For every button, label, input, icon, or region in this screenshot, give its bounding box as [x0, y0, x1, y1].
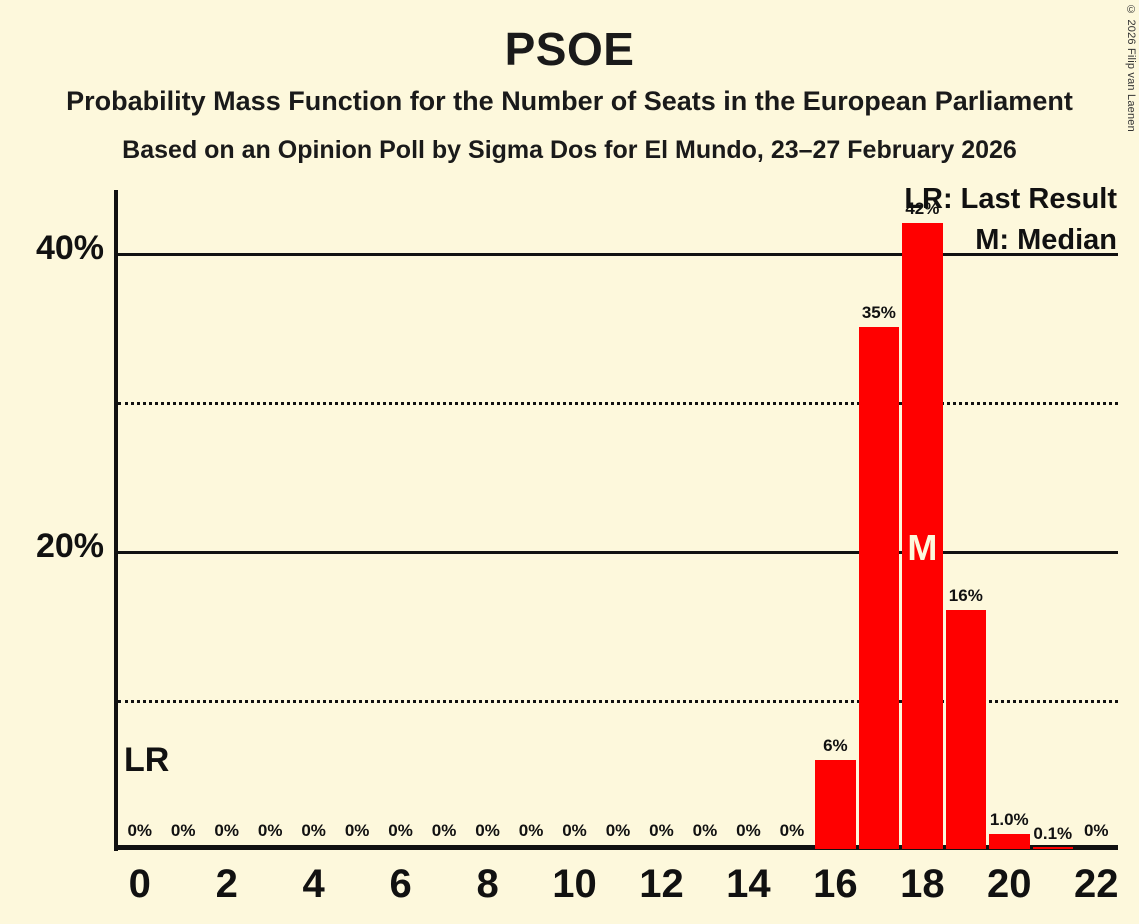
bar-value-label: 42%	[905, 198, 940, 218]
y-axis-line	[114, 190, 118, 851]
x-axis-tick-0: 0	[128, 862, 151, 906]
median-marker: M	[907, 526, 938, 568]
bar-value-label: 0%	[127, 821, 153, 840]
table-row	[815, 759, 856, 849]
bar-value-label: 0%	[431, 821, 457, 840]
plot-area: 0% 0% 0% 0% 0% 0% 0% 0% 0% 0% 0% 0% 0% 0% 0% 0% 6% 35% 42%…	[118, 193, 1118, 849]
x-axis-tick-14: 14	[726, 862, 771, 906]
x-axis-tick-6: 6	[389, 862, 412, 906]
bar-value-label: 0%	[344, 821, 370, 840]
chart-source-caption: Based on an Opinion Poll by Sigma Dos fo…	[122, 136, 1017, 164]
x-axis-tick-2: 2	[215, 862, 238, 906]
x-axis-tick-22: 22	[1074, 862, 1119, 906]
gridline-30pct	[118, 401, 1118, 405]
x-axis-tick-18: 18	[900, 862, 945, 906]
gridline-40pct	[118, 252, 1118, 256]
x-axis-tick-4: 4	[302, 862, 325, 906]
table-row	[858, 327, 900, 849]
legend-last-result: LR: Last Result	[904, 183, 1117, 215]
x-axis-tick-8: 8	[476, 862, 499, 906]
bar-value-label: 0%	[649, 821, 674, 840]
x-axis-line	[114, 845, 1118, 850]
bar-value-label: 16%	[948, 586, 983, 606]
bar-value-label: 35%	[861, 303, 896, 323]
x-axis-tick-16: 16	[813, 862, 858, 906]
x-axis-tick-12: 12	[639, 862, 684, 906]
chart-subtitle: Probability Mass Function for the Number…	[66, 86, 1073, 116]
bar-value-label: 0%	[214, 821, 239, 840]
bar-value-label: 0%	[605, 821, 631, 840]
page-title: PSOE	[504, 23, 635, 75]
gridline-20pct	[118, 550, 1118, 554]
bar-value-label: 1.0%	[989, 810, 1029, 830]
x-axis-tick-20: 20	[987, 862, 1032, 906]
bar-value-label: 0%	[562, 821, 587, 840]
legend-median: M: Median	[975, 224, 1117, 256]
bar-value-label: 0%	[736, 821, 761, 840]
bar-value-label: 0%	[779, 821, 805, 840]
y-axis-tick-20: 20%	[35, 526, 104, 565]
bar-value-label: 0%	[692, 821, 718, 840]
table-row	[989, 834, 1030, 849]
bar-value-label: 0%	[518, 821, 544, 840]
bar-value-label: 0%	[388, 821, 413, 840]
bar-value-label: 0%	[257, 821, 283, 840]
table-row	[1032, 847, 1073, 849]
bar-value-label: 0.1%	[1033, 823, 1073, 843]
table-row	[902, 222, 943, 849]
bar-value-label: 0%	[301, 821, 326, 840]
copyright-notice: © 2026 Filip van Laenen	[1125, 4, 1137, 132]
last-result-marker: LR	[124, 741, 170, 779]
bar-value-label: 0%	[1083, 821, 1109, 840]
bar-value-label: 0%	[170, 821, 196, 840]
table-row	[945, 610, 987, 849]
bar-value-label: 6%	[823, 735, 848, 755]
x-axis-tick-10: 10	[552, 862, 597, 906]
bar-value-label: 0%	[475, 821, 500, 840]
y-axis-tick-40: 40%	[35, 228, 104, 267]
gridline-10pct	[118, 699, 1118, 703]
